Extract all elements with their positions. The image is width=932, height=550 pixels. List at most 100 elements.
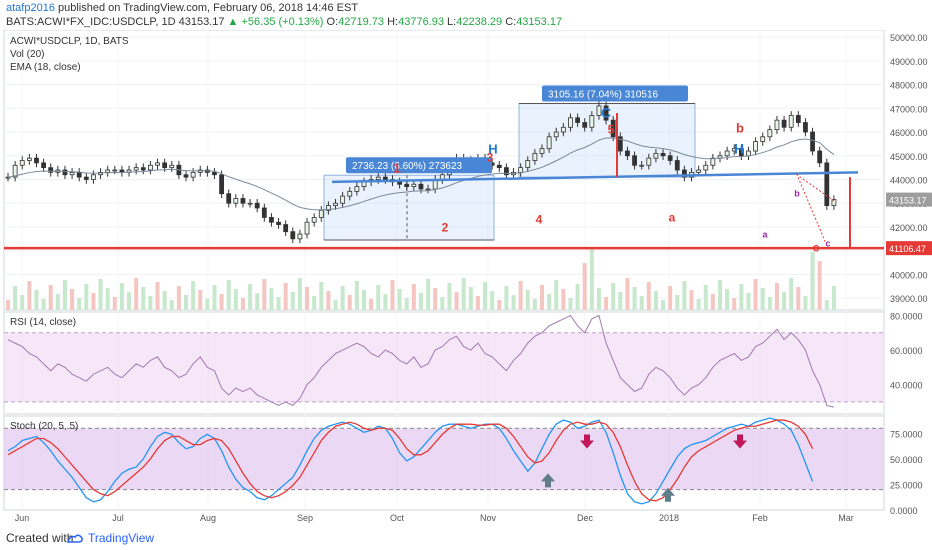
volume-bar bbox=[62, 280, 67, 310]
candle bbox=[311, 217, 317, 223]
candle bbox=[425, 188, 431, 191]
volume-bar bbox=[6, 300, 10, 310]
chart-canvas[interactable]: 2736.23 (6.60%) 273623 3105.16 (7.04%) 31… bbox=[0, 30, 932, 526]
candle bbox=[190, 171, 196, 178]
price-tick-label: 39000.00 bbox=[890, 294, 928, 304]
legend-entry: ACWI*USDCLP, 1D, BATS bbox=[10, 36, 129, 47]
volume-bar bbox=[390, 280, 395, 310]
volume-bar bbox=[468, 287, 473, 310]
candle bbox=[625, 150, 630, 157]
range-label-box bbox=[542, 85, 688, 102]
volume-bar bbox=[547, 294, 552, 310]
candle bbox=[162, 162, 168, 169]
rsi-line bbox=[7, 314, 835, 408]
candle bbox=[788, 115, 794, 128]
arrow-down-icon bbox=[733, 434, 747, 449]
wave-label: b bbox=[736, 120, 744, 135]
candle bbox=[247, 202, 253, 205]
volume-bar bbox=[739, 284, 744, 310]
candle bbox=[639, 164, 645, 167]
volume-bar bbox=[134, 278, 139, 310]
volume-bar bbox=[433, 288, 438, 310]
volume-bar bbox=[119, 283, 124, 310]
volume-bar bbox=[112, 297, 117, 310]
candle bbox=[496, 164, 502, 169]
price-tick-label: 40000.00 bbox=[890, 270, 928, 280]
volume-bar bbox=[13, 286, 18, 310]
candle bbox=[532, 152, 538, 161]
volume-bar bbox=[426, 279, 431, 310]
range-label: 2736.23 (6.60%) 273623 bbox=[352, 161, 463, 172]
candle bbox=[290, 231, 296, 240]
rsi-pane[interactable]: RSI (14, close) bbox=[4, 314, 884, 408]
chart-header: atafp2016 published on TradingView.com, … bbox=[0, 0, 932, 30]
volume-bar bbox=[760, 288, 765, 310]
candle bbox=[710, 157, 716, 166]
volume-bar bbox=[141, 287, 146, 310]
volume-bar bbox=[41, 299, 46, 310]
volume-bar bbox=[162, 291, 167, 310]
volume-bar bbox=[703, 285, 708, 310]
volume-bar bbox=[248, 284, 253, 310]
volume-bar bbox=[817, 261, 822, 310]
volume-bar bbox=[575, 284, 580, 310]
volume-bar bbox=[340, 286, 345, 310]
volume-bar bbox=[262, 279, 267, 310]
price-tick-label: 50000.00 bbox=[890, 33, 928, 43]
volume-bar bbox=[518, 281, 523, 310]
volume-bar bbox=[48, 285, 53, 310]
volume-bar bbox=[148, 296, 153, 310]
candle bbox=[617, 136, 623, 152]
x-tick-label: Aug bbox=[200, 513, 216, 523]
volume-bar bbox=[362, 290, 366, 310]
candle bbox=[48, 167, 54, 173]
candle bbox=[276, 221, 281, 225]
candle bbox=[803, 122, 808, 133]
volume-bar bbox=[831, 286, 836, 310]
volume-bar bbox=[347, 295, 352, 310]
axes: 39000.0040000.0041000.0042000.0043000.00… bbox=[15, 33, 932, 523]
wave-label: a bbox=[669, 210, 676, 224]
volume-bar bbox=[297, 278, 302, 310]
price-pane[interactable]: 2736.23 (6.60%) 273623 3105.16 (7.04%) 31… bbox=[4, 36, 884, 310]
volume-bar bbox=[803, 296, 808, 310]
volume-bar bbox=[668, 286, 673, 310]
symbol-label: BATS:ACWI*FX_IDC:USDCLP, 1D bbox=[6, 16, 179, 28]
tradingview-brand[interactable]: TradingView bbox=[88, 531, 155, 545]
wave-label: 4 bbox=[536, 212, 543, 226]
range-label-box bbox=[346, 157, 492, 174]
candle bbox=[525, 160, 531, 169]
volume-bar bbox=[561, 289, 566, 310]
volume-bar bbox=[169, 300, 174, 310]
ohlc-line: BATS:ACWI*FX_IDC:USDCLP, 1D 43153.17 ▲ +… bbox=[6, 16, 562, 28]
stoch-band bbox=[4, 428, 884, 490]
volume-bar bbox=[191, 281, 196, 310]
volume-bar bbox=[98, 279, 103, 310]
candle bbox=[674, 160, 680, 171]
volume-bar bbox=[397, 289, 402, 310]
volume-bar bbox=[212, 285, 217, 310]
candle bbox=[382, 176, 388, 180]
volume-bar bbox=[27, 281, 32, 310]
candle bbox=[781, 119, 787, 128]
volume-bar bbox=[34, 290, 39, 310]
price-label-box bbox=[886, 241, 932, 256]
candle bbox=[69, 171, 75, 176]
volume-bar bbox=[554, 280, 559, 310]
candle bbox=[254, 202, 260, 209]
volume-bar bbox=[20, 295, 25, 310]
candle bbox=[318, 209, 324, 218]
candle bbox=[411, 183, 417, 188]
stoch-pane[interactable]: Stoch (20, 5, 5) bbox=[4, 417, 884, 505]
volume-bar bbox=[369, 299, 374, 310]
price-tick-label: 48000.00 bbox=[890, 81, 928, 91]
candle bbox=[539, 148, 545, 154]
candle bbox=[418, 183, 424, 190]
price-label: 41106.47 bbox=[889, 244, 926, 254]
x-tick-label: Mar bbox=[838, 513, 854, 523]
volume-bar bbox=[611, 283, 616, 310]
x-tick-label: Dec bbox=[577, 513, 594, 523]
candle bbox=[133, 167, 139, 171]
author-link[interactable]: atafp2016 bbox=[6, 2, 55, 14]
x-tick-label: Sep bbox=[297, 513, 313, 523]
